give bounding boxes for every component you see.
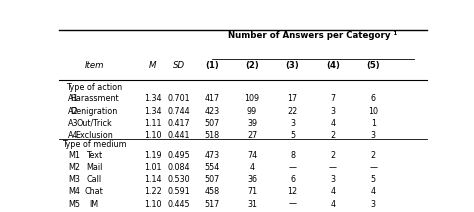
Text: 0.591: 0.591 [167, 187, 190, 197]
Text: 8: 8 [290, 151, 295, 160]
Text: Out/Trick: Out/Trick [76, 119, 112, 128]
Text: Mail: Mail [86, 163, 102, 172]
Text: M2: M2 [68, 163, 81, 172]
Text: 5: 5 [290, 131, 295, 140]
Text: 1.19: 1.19 [144, 151, 162, 160]
Text: —: — [369, 163, 377, 172]
Text: 423: 423 [204, 107, 219, 116]
Text: 0.744: 0.744 [167, 107, 190, 116]
Text: 1.10: 1.10 [144, 131, 162, 140]
Text: 3: 3 [371, 199, 376, 209]
Text: 0.441: 0.441 [167, 131, 190, 140]
Text: 99: 99 [247, 107, 257, 116]
Text: M: M [149, 61, 157, 70]
Text: A2: A2 [68, 107, 79, 116]
Text: 31: 31 [247, 199, 257, 209]
Text: 2: 2 [330, 151, 336, 160]
Text: 4: 4 [330, 199, 336, 209]
Text: —: — [289, 199, 297, 209]
Text: 0.084: 0.084 [167, 163, 190, 172]
Text: 1: 1 [371, 119, 376, 128]
Text: (4): (4) [326, 61, 340, 70]
Text: (3): (3) [286, 61, 300, 70]
Text: 0.701: 0.701 [167, 95, 190, 103]
Text: 17: 17 [287, 95, 298, 103]
Text: 458: 458 [204, 187, 219, 197]
Text: 1.34: 1.34 [144, 107, 162, 116]
Text: 4: 4 [250, 163, 255, 172]
Text: 39: 39 [247, 119, 257, 128]
Text: 417: 417 [204, 95, 219, 103]
Text: 3: 3 [371, 131, 376, 140]
Text: 4: 4 [330, 119, 336, 128]
Text: 0.530: 0.530 [167, 175, 190, 184]
Text: Exclusion: Exclusion [75, 131, 113, 140]
Text: 4: 4 [371, 187, 376, 197]
Text: 1.11: 1.11 [144, 119, 162, 128]
Text: 3: 3 [330, 175, 336, 184]
Text: Harassment: Harassment [70, 95, 118, 103]
Text: Type of action: Type of action [66, 83, 122, 92]
Text: —: — [329, 163, 337, 172]
Text: 1.14: 1.14 [144, 175, 162, 184]
Text: —: — [289, 163, 297, 172]
Text: 473: 473 [204, 151, 219, 160]
Text: 74: 74 [247, 151, 257, 160]
Text: 507: 507 [204, 175, 219, 184]
Text: 3: 3 [330, 107, 336, 116]
Text: Number of Answers per Category ¹: Number of Answers per Category ¹ [228, 31, 397, 40]
Text: 517: 517 [204, 199, 219, 209]
Text: 1.34: 1.34 [144, 95, 162, 103]
Text: 109: 109 [245, 95, 260, 103]
Text: Chat: Chat [85, 187, 103, 197]
Text: 10: 10 [368, 107, 378, 116]
Text: (2): (2) [245, 61, 259, 70]
Text: 12: 12 [287, 187, 298, 197]
Text: 5: 5 [371, 175, 376, 184]
Text: 554: 554 [204, 163, 219, 172]
Text: 71: 71 [247, 187, 257, 197]
Text: Call: Call [87, 175, 102, 184]
Text: 1.10: 1.10 [144, 199, 162, 209]
Text: M5: M5 [68, 199, 81, 209]
Text: 6: 6 [290, 175, 295, 184]
Text: 22: 22 [287, 107, 298, 116]
Text: 3: 3 [290, 119, 295, 128]
Text: 0.495: 0.495 [167, 151, 190, 160]
Text: M4: M4 [68, 187, 80, 197]
Text: 507: 507 [204, 119, 219, 128]
Text: 27: 27 [247, 131, 257, 140]
Text: 7: 7 [330, 95, 336, 103]
Text: 36: 36 [247, 175, 257, 184]
Text: 1.22: 1.22 [144, 187, 162, 197]
Text: Type of medium: Type of medium [62, 140, 127, 149]
Text: 0.417: 0.417 [167, 119, 190, 128]
Text: M3: M3 [68, 175, 80, 184]
Text: A4: A4 [68, 131, 79, 140]
Text: 1.01: 1.01 [144, 163, 162, 172]
Text: Text: Text [86, 151, 102, 160]
Text: A3: A3 [68, 119, 79, 128]
Text: Denigration: Denigration [71, 107, 118, 116]
Text: M1: M1 [68, 151, 80, 160]
Text: 6: 6 [371, 95, 376, 103]
Text: A1: A1 [68, 95, 79, 103]
Text: 4: 4 [330, 187, 336, 197]
Text: 518: 518 [204, 131, 219, 140]
Text: (5): (5) [366, 61, 380, 70]
Text: (1): (1) [205, 61, 219, 70]
Text: IM: IM [90, 199, 99, 209]
Text: 2: 2 [330, 131, 336, 140]
Text: Item: Item [84, 61, 104, 70]
Text: SD: SD [173, 61, 185, 70]
Text: 2: 2 [371, 151, 376, 160]
Text: 0.445: 0.445 [167, 199, 190, 209]
